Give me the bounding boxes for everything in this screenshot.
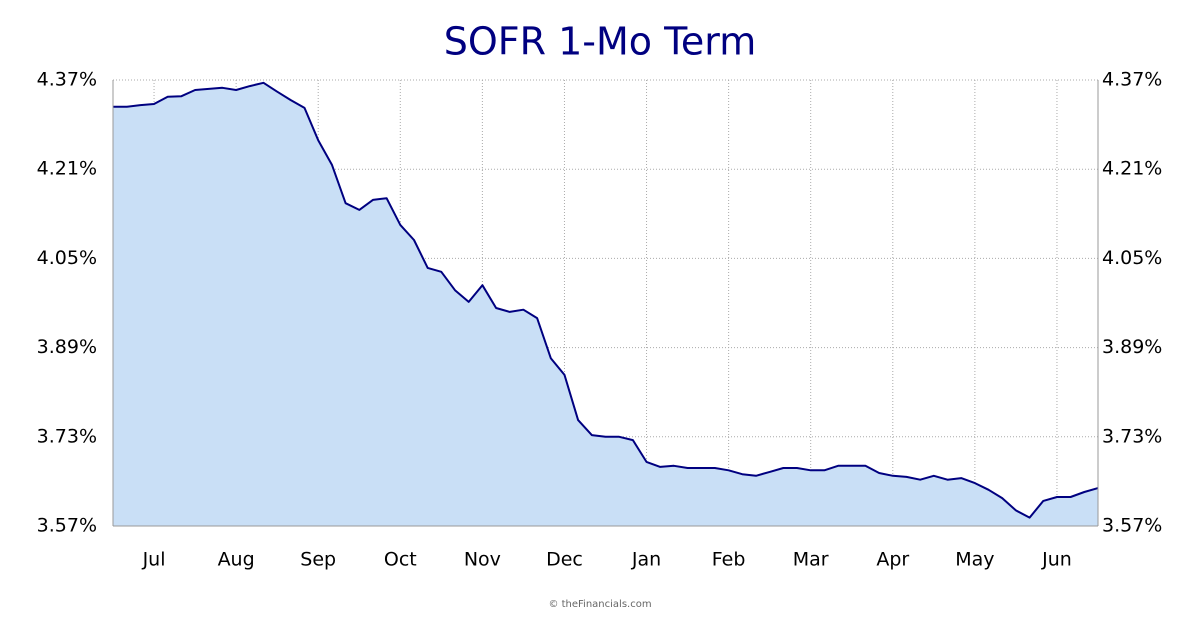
x-tick-label: May xyxy=(955,549,994,571)
y2-tick-label: 3.89% xyxy=(1102,336,1162,358)
x-tick-label: Mar xyxy=(793,549,829,571)
x-tick-label: Sep xyxy=(300,549,336,571)
x-tick-label: Feb xyxy=(712,549,746,571)
x-tick-label: Jan xyxy=(631,549,661,571)
chart-title: SOFR 1-Mo Term xyxy=(444,20,756,64)
footer: © theFinancials.com xyxy=(548,599,651,610)
x-tick-label: Aug xyxy=(218,549,255,571)
line xyxy=(113,81,1099,519)
area xyxy=(113,82,1098,527)
y2-tick-label: 4.05% xyxy=(1102,247,1162,269)
x-tick-label: Apr xyxy=(876,549,909,571)
y-tick-label: 4.37% xyxy=(37,69,97,91)
x-tick-label: Dec xyxy=(546,549,583,571)
y2-tick-label: 3.73% xyxy=(1102,425,1162,447)
y-tick-label: 4.05% xyxy=(37,247,97,269)
y2-tick-label: 3.57% xyxy=(1102,515,1162,537)
y-tick-label: 3.73% xyxy=(37,425,97,447)
y2-tick-label: 4.37% xyxy=(1102,69,1162,91)
y-tick-label: 4.21% xyxy=(37,158,97,180)
x-tick-label: Jul xyxy=(142,549,166,571)
y-tick-label: 3.89% xyxy=(37,336,97,358)
y2-tick-label: 4.21% xyxy=(1102,158,1162,180)
x-tick-label: Nov xyxy=(464,549,501,571)
x-tick-label: Oct xyxy=(384,549,417,571)
y-tick-label: 3.57% xyxy=(37,515,97,537)
x-tick-label: Jun xyxy=(1041,549,1072,571)
